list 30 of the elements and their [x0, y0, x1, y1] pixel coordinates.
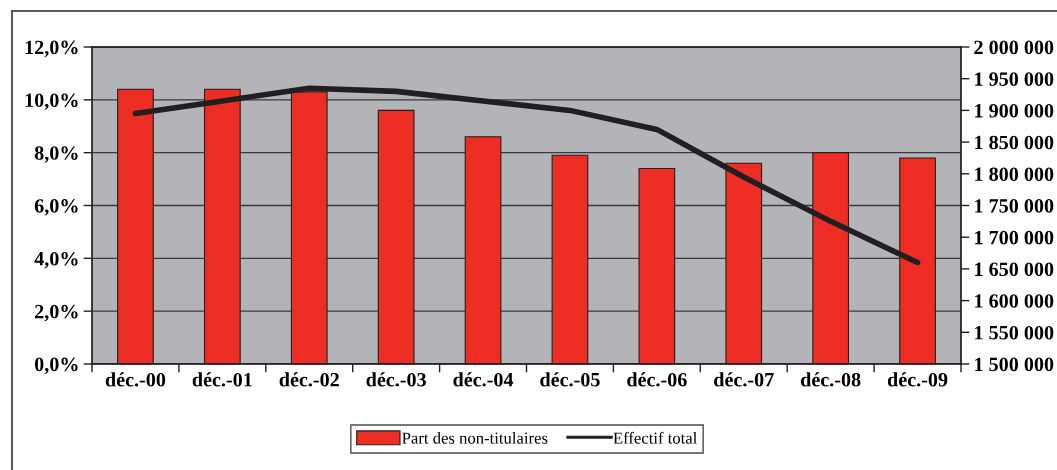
x-tick-label: déc.-08 — [800, 372, 861, 387]
legend-label: Part des non-titulaires — [402, 431, 548, 444]
y2-tick-label: 1 950 000 — [975, 72, 1054, 86]
x-tick-label: déc.-09 — [887, 372, 948, 387]
legend-label: Effectif total — [613, 431, 697, 444]
y2-tick-label: 1 700 000 — [975, 230, 1054, 245]
x-tick-label: déc.-07 — [714, 372, 774, 387]
y-tick-label: 2,0% — [35, 304, 78, 322]
y-tick-label: 12,0% — [25, 40, 78, 58]
x-tick-label: déc.-04 — [453, 372, 514, 387]
y-tick-label: 8,0% — [34, 146, 78, 163]
y2-tick-label: 1 900 000 — [975, 103, 1054, 118]
y-tick-label: 10,0% — [25, 93, 78, 110]
y2-tick-label: 2 000 000 — [974, 40, 1054, 55]
y-tick-label: 6,0% — [34, 199, 78, 216]
y2-tick-label: 1 850 000 — [975, 135, 1054, 150]
x-tick-label: déc.-01 — [192, 372, 252, 387]
y2-tick-label: 1 650 000 — [975, 262, 1054, 277]
y2-tick-label: 1 750 000 — [975, 199, 1054, 213]
x-tick-label: déc.-03 — [366, 372, 426, 387]
x-tick-label: déc.-06 — [627, 372, 687, 387]
y2-tick-label: 1 600 000 — [975, 294, 1054, 308]
y2-tick-label: 1 550 000 — [975, 325, 1054, 340]
y-tick-label: 0,0% — [34, 357, 78, 375]
x-tick-label: déc.-05 — [540, 372, 600, 387]
y-tick-label: 4,0% — [34, 251, 78, 269]
x-tick-label: déc.-00 — [105, 372, 166, 387]
x-tick-label: déc.-02 — [279, 372, 339, 387]
y2-tick-label: 1 800 000 — [975, 167, 1054, 181]
y2-tick-label: 1 500 000 — [975, 357, 1054, 372]
